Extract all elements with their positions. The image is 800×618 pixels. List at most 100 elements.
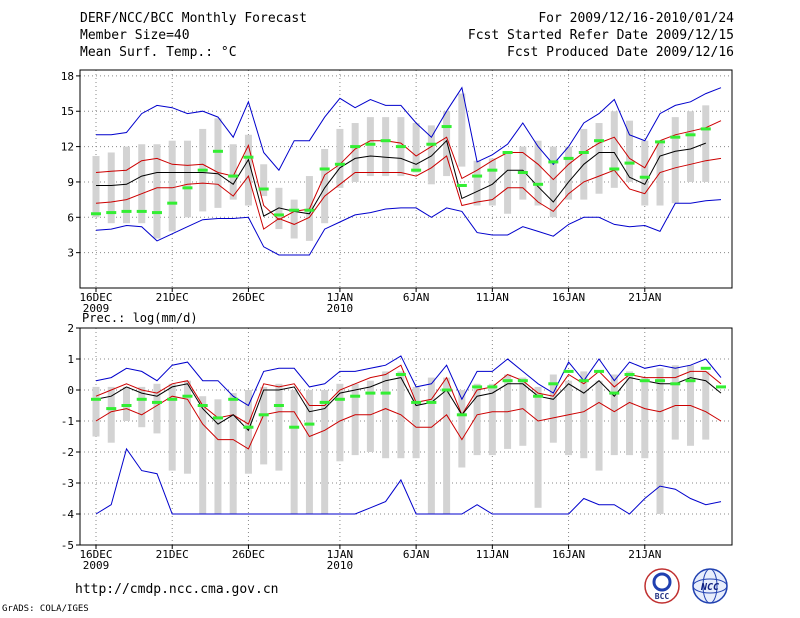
y-tick-label: -3 [61,477,74,490]
spread-box [260,164,268,197]
x-tick-year-label: 2010 [327,302,354,315]
spread-box [153,383,161,434]
spread-box [565,146,573,200]
spread-box [382,371,390,459]
spread-box [321,148,329,224]
spread-box [687,111,695,182]
spread-box [214,399,222,514]
spread-box [122,146,130,224]
spread-box [488,158,496,206]
spread-box [610,111,618,188]
spread-box [488,383,496,456]
spread-box [244,134,252,206]
spread-box [168,140,176,232]
spread-box [122,386,130,421]
x-tick-label: 26DEC [232,291,265,304]
spread-box [275,383,283,471]
spread-box [351,123,359,182]
x-tick-label: 21DEC [156,291,189,304]
series-line-max [96,86,722,172]
y-tick-label: 12 [61,141,74,154]
spread-box [534,140,542,206]
x-tick-label: 6JAN [403,291,430,304]
y-tick-label: -2 [61,446,74,459]
spread-box [305,390,313,514]
header-left: DERF/NCC/BCC Monthly Forecast Member Siz… [80,10,307,61]
spread-box [595,123,603,194]
x-tick-year-label: 2010 [327,559,354,572]
plot-frame [79,69,733,289]
y-tick-label: 2 [67,322,74,335]
spread-box [473,160,481,206]
spread-box [671,117,679,204]
x-tick-label: 11JAN [476,548,509,561]
series-line-upper_pct [95,120,722,221]
spread-box [153,144,161,239]
series-line-upper_pct [95,364,722,425]
spread-box [580,371,588,459]
spread-box [321,390,329,514]
x-tick-label: 21JAN [628,548,661,561]
spread-box [565,380,573,456]
spread-box [549,374,557,443]
spread-box [412,386,420,459]
spread-box [626,371,634,456]
x-tick-label: 21DEC [156,548,189,561]
source-url[interactable]: http://cmdp.ncc.cma.gov.cn [75,582,279,597]
forecast-period: For 2009/12/16-2010/01/24 [538,11,734,26]
spread-box [412,123,420,173]
fcst-produced-date: Fcst Produced Date 2009/12/16 [507,45,734,60]
logos: BCC NCC [640,566,735,612]
x-tick-label: 16DEC [79,548,112,561]
chart-title: DERF/NCC/BCC Monthly Forecast [80,11,307,26]
spread-box [473,383,481,456]
header-right: For 2009/12/16-2010/01/24 Fcst Started R… [468,10,734,61]
bcc-logo-text: BCC [655,592,670,601]
spread-box [626,120,634,182]
spread-box [519,377,527,446]
spread-box [92,386,100,437]
y-tick-label: -4 [61,508,75,521]
series-line-max [95,355,722,407]
ncc-logo: NCC [692,568,728,604]
spread-box [244,390,252,474]
spread-box [229,144,237,200]
fcst-started-date: Fcst Started Refer Date 2009/12/15 [467,28,734,43]
spread-box [366,380,374,452]
series-line-lower_pct [95,155,722,230]
y-tick-label: 3 [67,247,74,260]
x-tick-label: 11JAN [476,291,509,304]
spread-box [183,380,191,474]
y-tick-label: 15 [61,105,74,118]
x-tick-label: 16JAN [552,548,585,561]
spread-box [214,118,222,208]
spread-box [183,140,191,218]
x-tick-year-label: 2009 [83,559,110,572]
spread-box [443,111,451,177]
spread-box [641,140,649,206]
spread-box [366,117,374,177]
x-tick-label: 1JAN [327,291,354,304]
series-line-min [95,447,722,515]
x-tick-label: 26DEC [232,548,265,561]
spread-box [107,386,115,443]
spread-box [199,396,207,514]
spread-box [336,383,344,462]
spread-box [641,377,649,459]
series-line-mean [96,139,706,217]
spread-box [336,128,344,188]
variable-label: Mean Surf. Temp.: °C [80,45,237,60]
spread-box [595,380,603,471]
x-tick-label: 1JAN [327,548,354,561]
y-tick-label: 1 [67,353,74,366]
spread-box [275,187,283,230]
spread-box [549,146,557,218]
y-tick-label: 9 [67,176,74,189]
spread-box [138,144,146,224]
spread-box [290,199,298,239]
spread-box [290,390,298,514]
spread-box [656,368,664,514]
grads-credit: GrADS: COLA/IGES [2,604,89,614]
